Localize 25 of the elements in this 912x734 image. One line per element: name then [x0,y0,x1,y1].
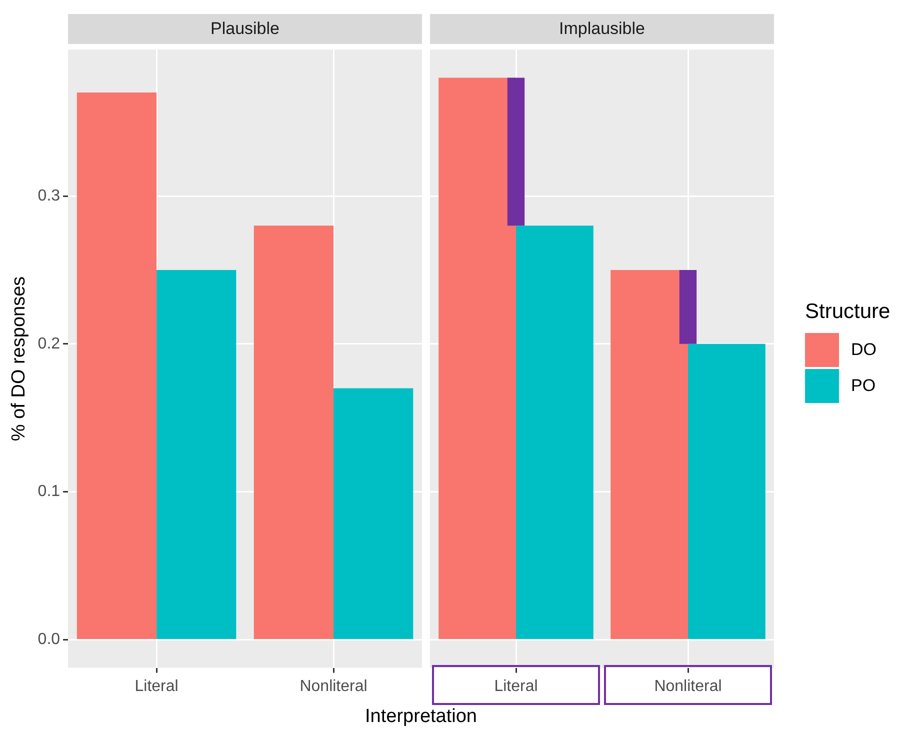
x-tick-label: Nonliteral [300,678,368,695]
bar [688,344,766,639]
bar [76,92,157,639]
y-tick-label: 0.0 [38,631,60,648]
y-axis-title: % of DO responses [8,276,30,442]
bar [254,226,334,639]
x-axis-title: Interpretation [365,706,477,728]
bar [516,226,594,639]
bar [679,270,697,344]
legend-label: DO [851,340,876,360]
legend-title: Structure [805,300,892,324]
chart-title: Plausible [68,14,422,44]
y-tick-label: 0.3 [38,187,60,204]
x-tick-label: Literal [134,678,178,695]
x-tick-label: Nonliteral [654,678,722,695]
chart-title: Implausible [430,14,774,44]
bar [610,270,688,639]
x-tick-label: Literal [494,678,538,695]
y-tick-label: 0.2 [38,335,60,352]
legend-label: PO [851,376,876,396]
bar [156,270,236,639]
y-tick-label: 0.1 [38,483,60,500]
bar [438,78,516,639]
bar [507,78,525,226]
bar [334,388,414,639]
